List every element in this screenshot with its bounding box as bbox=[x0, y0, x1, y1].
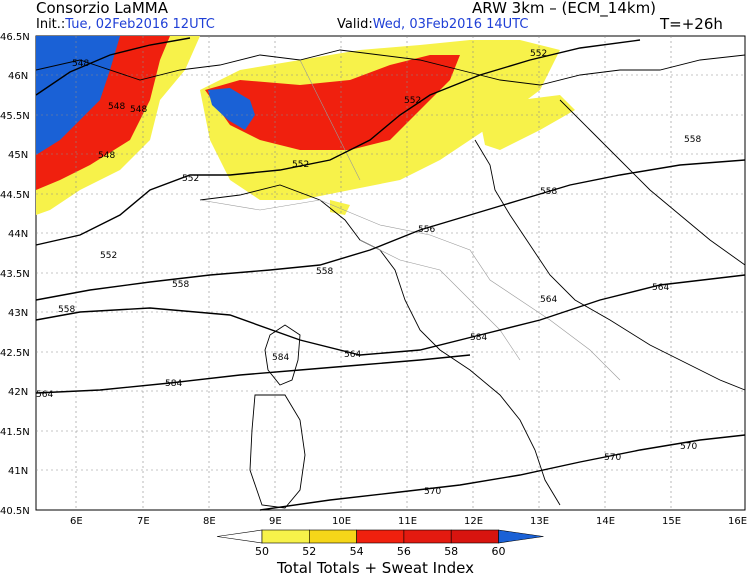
coastlines bbox=[35, 49, 746, 509]
lat-label: 40.5N bbox=[0, 506, 30, 517]
shade-blue-nw bbox=[36, 36, 120, 155]
iso-label-570-c: 570 bbox=[424, 487, 441, 497]
lat-label: 41.5N bbox=[0, 427, 30, 438]
iso-label-564-a: 564 bbox=[652, 283, 669, 293]
shade-yellow-ne bbox=[480, 95, 575, 150]
model-title: ARW 3km – (ECM_14km) bbox=[472, 0, 657, 17]
iso-label-552-c: 552 bbox=[292, 160, 309, 170]
legend-swatch bbox=[308, 529, 357, 544]
lon-label: 12E bbox=[464, 516, 483, 527]
iso-label-584-b: 584 bbox=[272, 353, 289, 363]
isoline-564 bbox=[35, 274, 746, 356]
isoline-labels: 548 548 548 548 552 552 552 552 552 556 … bbox=[36, 49, 701, 497]
iso-label-558-c: 558 bbox=[316, 267, 333, 277]
lon-label: 11E bbox=[398, 516, 417, 527]
init-label: Init.: bbox=[36, 17, 66, 32]
lon-label: 16E bbox=[728, 516, 747, 527]
iso-label-552-d: 552 bbox=[182, 174, 199, 184]
lon-label: 6E bbox=[70, 516, 83, 527]
iso-label-548-a: 548 bbox=[72, 59, 89, 69]
index-shading bbox=[36, 36, 575, 215]
isoline-548 bbox=[35, 37, 191, 96]
legend-tick-label: 52 bbox=[302, 545, 316, 558]
iso-label-570-b: 570 bbox=[680, 442, 697, 452]
lat-label: 42N bbox=[8, 387, 28, 398]
iso-label-584-a: 584 bbox=[470, 333, 487, 343]
iso-label-548-c: 548 bbox=[130, 105, 147, 115]
iso-label-558-a: 558 bbox=[684, 135, 701, 145]
legend-overflow bbox=[498, 529, 544, 544]
lat-label: 46N bbox=[8, 71, 28, 82]
valid-line: Valid:Wed, 03Feb2016 14UTC bbox=[337, 17, 528, 32]
legend-underflow bbox=[216, 529, 263, 544]
iso-label-584-c: 584 bbox=[165, 379, 182, 389]
iso-label-552-e: 552 bbox=[100, 251, 117, 261]
lat-label: 43.5N bbox=[0, 269, 30, 280]
legend-swatch bbox=[261, 529, 310, 544]
legend-colorbar bbox=[216, 529, 544, 544]
legend-title: Total Totals + Sweat Index bbox=[277, 559, 474, 577]
lat-label: 45N bbox=[8, 150, 28, 161]
lon-label: 14E bbox=[596, 516, 615, 527]
lon-label: 9E bbox=[269, 516, 282, 527]
iso-label-570-a: 570 bbox=[604, 453, 621, 463]
valid-label: Valid: bbox=[337, 17, 373, 32]
iso-label-548-d: 548 bbox=[98, 151, 115, 161]
lead-time: T=+26h bbox=[660, 15, 723, 33]
isolines bbox=[35, 37, 746, 511]
init-value: Tue, 02Feb2016 12UTC bbox=[65, 17, 215, 32]
iso-label-552-a: 552 bbox=[530, 49, 547, 59]
lon-labels: 6E 7E 8E 9E 10E 11E 12E 13E 14E 15E 16E bbox=[70, 516, 747, 527]
iso-label-558-e: 558 bbox=[58, 305, 75, 315]
iso-label-552-b: 552 bbox=[404, 96, 421, 106]
iso-label-564-b: 564 bbox=[540, 295, 557, 305]
shade-red-po bbox=[205, 55, 460, 150]
admin-borders bbox=[199, 59, 621, 381]
iso-label-558-d: 558 bbox=[172, 280, 189, 290]
legend-tick-label: 54 bbox=[350, 545, 364, 558]
legend-tick-label: 50 bbox=[255, 545, 269, 558]
lat-label: 44.5N bbox=[0, 190, 30, 201]
lat-label: 45.5N bbox=[0, 111, 30, 122]
shade-blue-po bbox=[208, 88, 255, 130]
legend-swatch bbox=[356, 529, 405, 544]
iso-label-564-c: 564 bbox=[344, 350, 361, 360]
lat-label: 44N bbox=[8, 229, 28, 240]
lat-label: 46.5N bbox=[0, 32, 30, 43]
isoline-552-a bbox=[35, 39, 641, 246]
isoline-558 bbox=[35, 159, 746, 301]
legend-tick-label: 56 bbox=[397, 545, 411, 558]
legend-ticks: 50 52 54 56 58 60 bbox=[255, 545, 506, 558]
isoline-570 bbox=[259, 434, 746, 511]
legend-tick-label: 58 bbox=[444, 545, 458, 558]
org-title: Consorzio LaMMA bbox=[36, 0, 168, 17]
lat-labels: 46.5N 46N 45.5N 45N 44.5N 44N 43.5N 43N … bbox=[0, 32, 30, 517]
graticule bbox=[36, 36, 745, 510]
legend-swatch bbox=[450, 529, 499, 544]
legend-swatch bbox=[403, 529, 452, 544]
lon-label: 8E bbox=[203, 516, 216, 527]
lon-label: 7E bbox=[137, 516, 150, 527]
lon-label: 13E bbox=[530, 516, 549, 527]
legend-tick-label: 60 bbox=[492, 545, 506, 558]
lat-label: 41N bbox=[8, 466, 28, 477]
iso-label-558-b: 558 bbox=[540, 187, 557, 197]
lat-label: 42.5N bbox=[0, 348, 30, 359]
valid-value: Wed, 03Feb2016 14UTC bbox=[372, 17, 529, 32]
iso-label-548-b: 548 bbox=[108, 102, 125, 112]
lon-label: 10E bbox=[332, 516, 351, 527]
iso-label-564-d: 564 bbox=[36, 390, 53, 400]
init-line: Init.:Tue, 02Feb2016 12UTC bbox=[36, 17, 215, 32]
lon-label: 15E bbox=[662, 516, 681, 527]
lat-label: 43N bbox=[8, 308, 28, 319]
shade-yellow-lig bbox=[330, 200, 350, 215]
iso-label-556: 556 bbox=[418, 225, 435, 235]
isoline-584 bbox=[35, 354, 471, 394]
